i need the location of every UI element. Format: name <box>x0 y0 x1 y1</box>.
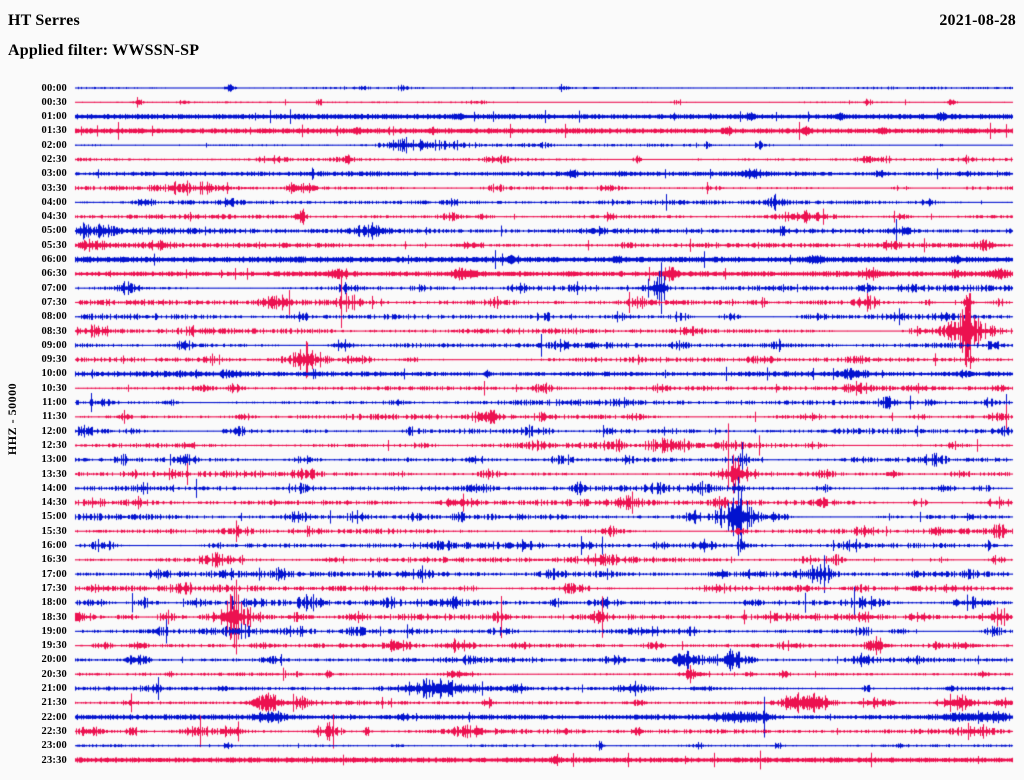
time-label: 22:30 <box>41 725 67 737</box>
station-title: HT Serres <box>8 12 80 29</box>
time-label: 03:30 <box>41 182 67 194</box>
time-label: 11:00 <box>42 397 67 409</box>
time-label: 14:30 <box>41 497 67 509</box>
time-label: 12:30 <box>41 439 67 451</box>
time-label: 22:00 <box>41 711 67 723</box>
time-label: 05:30 <box>41 239 67 251</box>
time-label: 21:00 <box>41 683 67 695</box>
time-label: 10:00 <box>41 368 67 380</box>
time-label: 14:00 <box>41 482 67 494</box>
time-label: 06:30 <box>41 268 67 280</box>
time-label: 20:30 <box>41 668 67 680</box>
time-label: 01:00 <box>41 111 67 123</box>
time-label: 02:30 <box>41 153 67 165</box>
time-label: 06:00 <box>41 254 67 266</box>
time-label: 18:00 <box>41 597 67 609</box>
time-label: 04:30 <box>41 211 67 223</box>
time-label: 00:00 <box>41 82 67 94</box>
time-label: 20:00 <box>41 654 67 666</box>
time-label: 16:00 <box>41 540 67 552</box>
time-label: 13:30 <box>41 468 67 480</box>
time-label: 02:00 <box>41 139 67 151</box>
time-label: 23:30 <box>41 754 67 766</box>
time-label: 15:30 <box>41 525 67 537</box>
time-label: 16:30 <box>41 554 67 566</box>
time-label: 01:30 <box>41 125 67 137</box>
time-label: 21:30 <box>41 697 67 709</box>
time-label: 08:00 <box>41 311 67 323</box>
time-label: 07:00 <box>41 282 67 294</box>
time-label: 00:30 <box>41 96 67 108</box>
time-label: 19:00 <box>41 625 67 637</box>
time-label: 19:30 <box>41 640 67 652</box>
time-label: 09:30 <box>41 354 67 366</box>
time-label: 04:00 <box>41 196 67 208</box>
time-label: 13:00 <box>41 454 67 466</box>
time-label: 17:30 <box>41 582 67 594</box>
applied-filter-label: Applied filter: WWSSN-SP <box>8 42 200 59</box>
time-label: 05:00 <box>41 225 67 237</box>
time-label: 07:30 <box>41 296 67 308</box>
time-label: 11:30 <box>42 411 67 423</box>
time-label: 09:00 <box>41 339 67 351</box>
date-label: 2021-08-28 <box>939 12 1016 29</box>
time-label: 23:00 <box>41 740 67 752</box>
time-label: 10:30 <box>41 382 67 394</box>
time-label: 15:00 <box>41 511 67 523</box>
time-label: 03:00 <box>41 168 67 180</box>
time-label: 18:30 <box>41 611 67 623</box>
time-label: 12:00 <box>41 425 67 437</box>
time-label: 17:00 <box>41 568 67 580</box>
time-label: 08:30 <box>41 325 67 337</box>
